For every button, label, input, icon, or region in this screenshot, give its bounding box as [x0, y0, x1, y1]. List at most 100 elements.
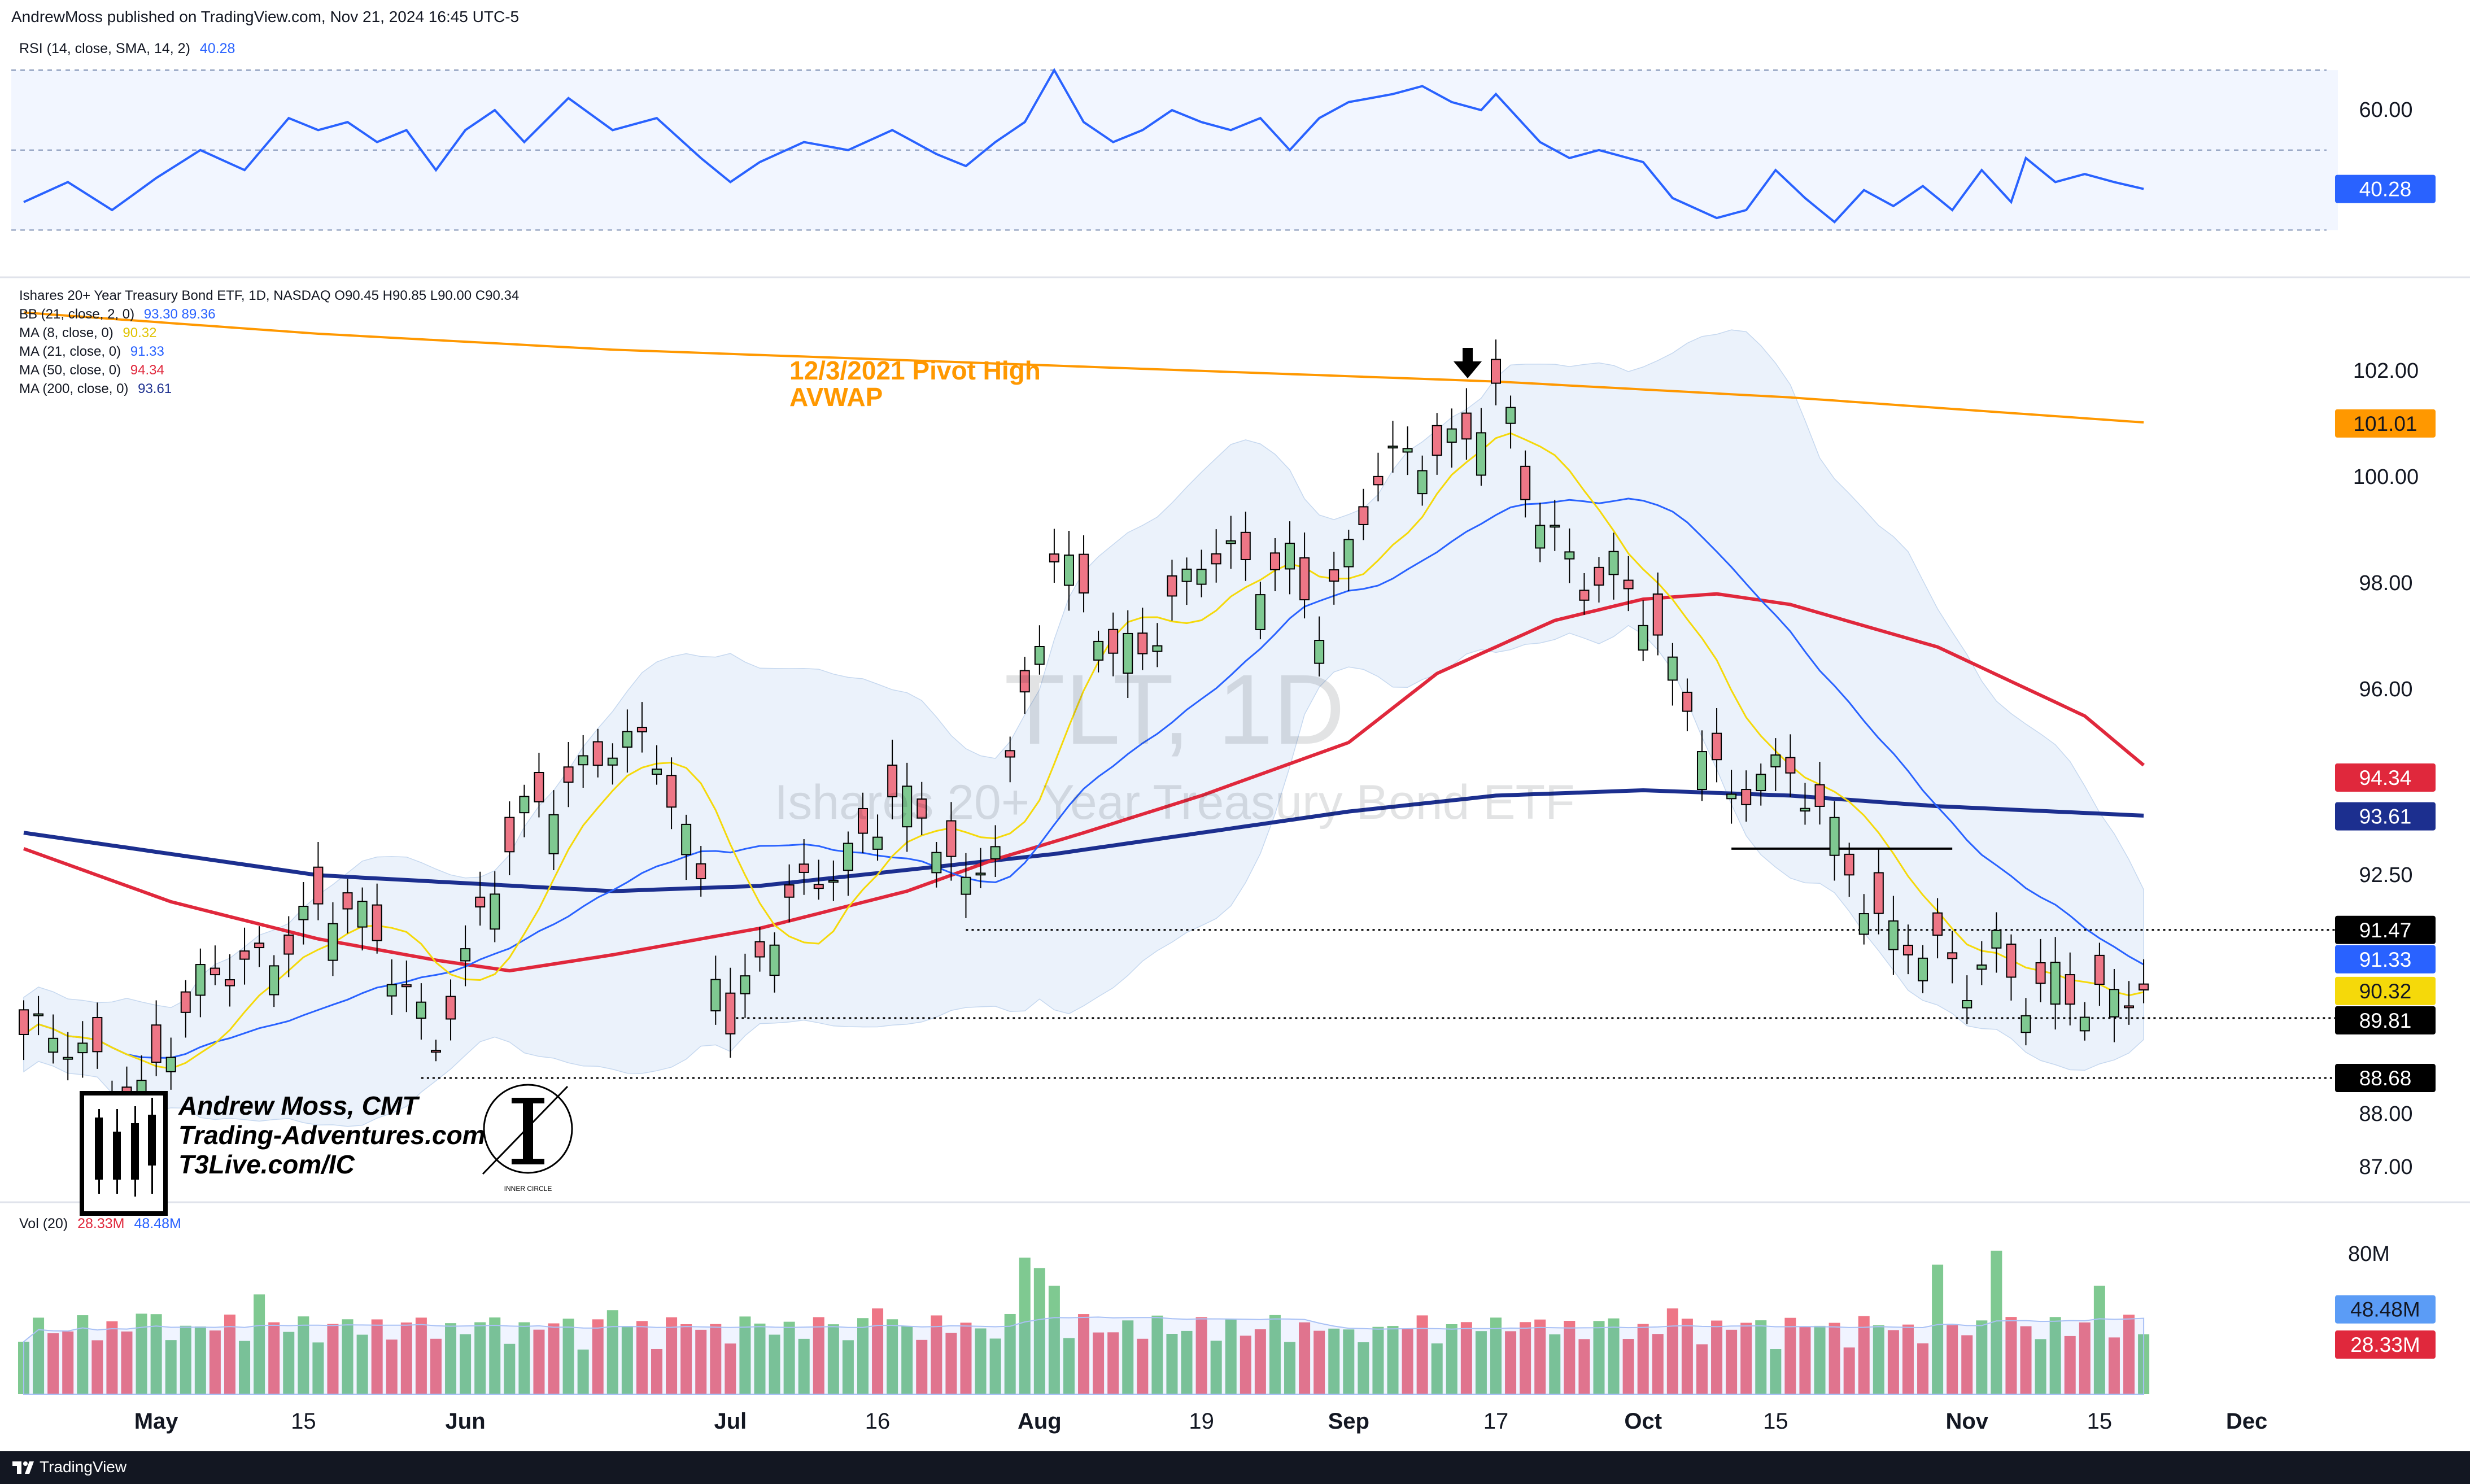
candle-body-105 [1564, 551, 1575, 560]
candle-body-119 [1770, 754, 1781, 767]
ma200-legend-value: 93.61 [138, 381, 172, 396]
candle-body-104 [1550, 525, 1560, 528]
volume-tag-0: 48.48M [2350, 1298, 2420, 1321]
rsi-legend-value: 40.28 [200, 41, 235, 56]
volume-bar-101 [1505, 1331, 1517, 1394]
candle-body-87 [1299, 557, 1310, 601]
candle-body-70 [1049, 553, 1059, 562]
candle-body-126 [1873, 872, 1884, 914]
volume-bar-41 [621, 1326, 633, 1394]
candle-body-24 [372, 904, 382, 941]
vol-legend-value: 28.33M [77, 1216, 124, 1232]
volume-bar-123 [1829, 1322, 1840, 1394]
volume-bar-104 [1549, 1334, 1561, 1394]
volume-bar-54 [813, 1317, 824, 1394]
candle-body-38 [578, 755, 588, 766]
candle-body-107 [1594, 566, 1604, 586]
candle-body-108 [1608, 551, 1619, 575]
volume-bar-57 [857, 1318, 869, 1394]
candle-body-0 [19, 1009, 29, 1035]
volume-bar-20 [312, 1342, 324, 1394]
candle-body-116 [1726, 793, 1737, 800]
candle-body-15 [239, 950, 250, 960]
volume-bar-73 [1093, 1332, 1105, 1394]
volume-bar-39 [592, 1319, 604, 1394]
volume-tick-0: 80M [2348, 1242, 2390, 1266]
volume-bar-45 [680, 1324, 692, 1394]
candle-body-61 [917, 798, 927, 819]
candle-body-18 [283, 934, 294, 955]
volume-bar-53 [798, 1338, 810, 1394]
author-name: Andrew Moss, CMT [178, 1091, 420, 1120]
candle-body-95 [1417, 470, 1428, 495]
candle-body-110 [1638, 625, 1648, 651]
candle-body-101 [1505, 407, 1516, 424]
candle-body-28 [430, 1050, 441, 1053]
candle-body-127 [1888, 920, 1899, 950]
candle-body-106 [1579, 590, 1590, 601]
volume-bar-135 [2005, 1317, 2017, 1394]
candle-body-75 [1123, 632, 1133, 674]
volume-bar-76 [1137, 1338, 1149, 1394]
volume-bar-122 [1814, 1325, 1826, 1394]
volume-bar-106 [1578, 1339, 1590, 1394]
volume-bar-96 [1431, 1343, 1443, 1394]
volume-bar-51 [769, 1334, 780, 1394]
candle-body-49 [740, 975, 750, 994]
candle-body-54 [813, 884, 824, 889]
volume-bar-68 [1019, 1258, 1031, 1394]
bb-legend-label: BB (21, close, 2, 0) [19, 307, 134, 322]
volume-bar-75 [1122, 1320, 1134, 1394]
volume-bar-55 [827, 1324, 839, 1394]
candle-body-115 [1712, 732, 1722, 761]
volume-bar-140 [2079, 1322, 2091, 1394]
vol-legend-ma: 48.48M [134, 1216, 181, 1232]
volume-bar-9 [150, 1314, 162, 1394]
volume-bar-71 [1063, 1338, 1075, 1394]
candle-body-69 [1034, 645, 1045, 665]
candle-body-121 [1800, 808, 1810, 812]
volume-bar-107 [1593, 1321, 1605, 1394]
volume-bar-99 [1475, 1331, 1487, 1394]
volume-bar-125 [1858, 1316, 1870, 1394]
volume-tag-0-bg [2335, 1295, 2436, 1324]
candle-body-25 [386, 984, 397, 997]
x-tick-2: Jun [446, 1409, 486, 1434]
volume-bar-37 [562, 1319, 574, 1394]
candle-body-43 [652, 769, 662, 775]
tlt-daily-chart[interactable]: TLT, 1D Ishares 20+ Year Treasury Bond E… [0, 36, 2470, 1451]
x-tick-5: Aug [1018, 1409, 1062, 1434]
annotation-line2: AVWAP [789, 382, 883, 412]
volume-bar-1 [33, 1317, 45, 1394]
volume-bar-136 [2020, 1326, 2032, 1394]
volume-bar-38 [577, 1349, 589, 1394]
volume-bar-33 [504, 1343, 516, 1394]
volume-bar-2 [47, 1333, 59, 1394]
candle-body-2 [48, 1037, 59, 1053]
volume-bar-24 [371, 1319, 383, 1394]
volume-bar-65 [975, 1328, 987, 1394]
volume-bar-102 [1520, 1322, 1531, 1394]
candle-body-142 [2109, 989, 2119, 1018]
price-tag-6-bg [2335, 1006, 2436, 1035]
candle-body-133 [1976, 964, 1987, 970]
volume-bar-86 [1284, 1342, 1296, 1394]
candle-body-128 [1902, 945, 1913, 955]
volume-bar-115 [1711, 1320, 1723, 1394]
candles [19, 339, 2149, 1141]
volume-bar-36 [548, 1323, 560, 1394]
price-tag-7: 88.68 [2359, 1067, 2412, 1090]
inner-circle-logo-icon: INNER CIRCLE [482, 1084, 573, 1193]
volume-bar-64 [960, 1322, 972, 1394]
candle-body-30 [460, 948, 471, 962]
candle-body-114 [1696, 751, 1707, 790]
volume-bar-11 [180, 1325, 191, 1394]
price-tag-0-bg [2335, 409, 2436, 438]
volume-bar-138 [2049, 1317, 2061, 1394]
candle-body-84 [1255, 594, 1265, 630]
volume-bar-89 [1328, 1328, 1340, 1394]
volume-bar-25 [386, 1339, 398, 1394]
ma200-legend-label: MA (200, close, 0) [19, 381, 128, 396]
volume-bar-10 [165, 1340, 177, 1394]
volume-bar-141 [2093, 1285, 2105, 1394]
